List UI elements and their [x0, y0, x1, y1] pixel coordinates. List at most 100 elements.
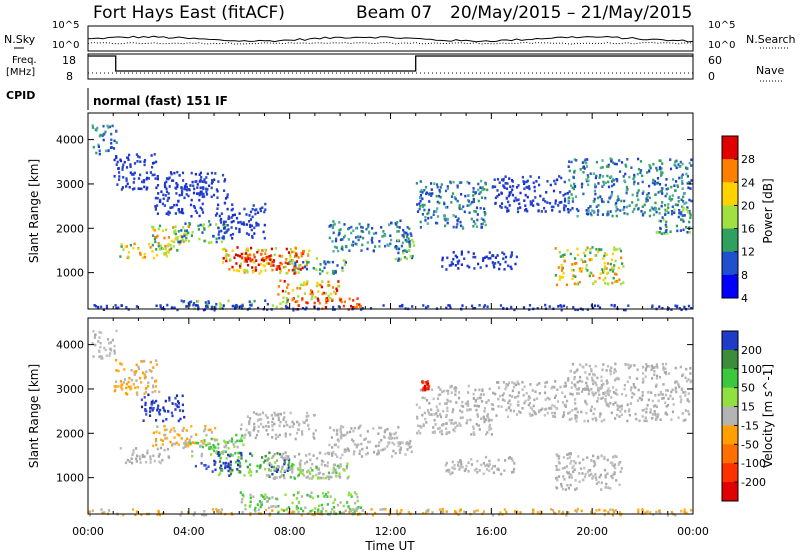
power-cell-3-20 [139, 251, 142, 255]
power-cell-14-66 [332, 250, 335, 253]
power-cell-2-0 [194, 209, 197, 213]
power-cell-8-48 [251, 266, 254, 269]
velocity-cell-4-21 [187, 440, 191, 444]
velocity-cell-18-190 [605, 401, 608, 404]
velocity-cell-7-48 [237, 470, 240, 474]
power-cell-10-37 [337, 280, 340, 283]
velocity-cell-18-44 [665, 413, 669, 416]
velocity-cell-18-153 [629, 365, 632, 369]
power-cell-19-8 [572, 268, 575, 272]
velocity-cell-8-41 [245, 428, 248, 432]
power-cell-1-70 [122, 176, 125, 179]
velocity-cell-9-7 [305, 476, 308, 479]
velocity-cell-13-108 [389, 437, 392, 440]
power-cell-12-24 [250, 304, 253, 307]
power-cell-14-1 [370, 238, 373, 242]
power-cell-3-24 [129, 243, 132, 247]
power-cell-20-22 [615, 209, 618, 213]
velocity-cell-11-17 [292, 493, 295, 497]
power-cell-2-8 [201, 195, 204, 199]
power-cell-12-40 [193, 302, 196, 305]
power-cell-18-73 [515, 198, 518, 202]
velocity-cbar-swatch-8 [722, 482, 738, 502]
power-cell-9-14 [332, 269, 335, 273]
velocity-cell-5-42 [217, 446, 220, 450]
power-cell-16-102 [427, 216, 430, 220]
power-cell-22-120 [120, 304, 123, 307]
velocity-cell-18-297 [661, 397, 664, 400]
velocity-cell-12-114 [646, 510, 649, 513]
velocity-cell-18-305 [662, 396, 665, 400]
velocity-cell-12-21 [565, 513, 568, 517]
velocity-cell-3-14 [132, 451, 135, 455]
power-cell-9-20 [341, 266, 344, 270]
velocity-cell-7-24 [264, 454, 267, 458]
velocity-cell-14-117 [415, 403, 418, 406]
power-cell-6-29 [262, 230, 265, 234]
velocity-cell-13-31 [366, 451, 369, 455]
power-cell-19-101 [591, 246, 594, 249]
velocity-cell-9-62 [287, 455, 290, 458]
power-cell-7-92 [239, 264, 242, 268]
power-cell-7-42 [279, 271, 282, 274]
velocity-cell-18-276 [685, 380, 689, 383]
velocity-cell-0-29 [92, 355, 95, 358]
velocity-cell-7-49 [243, 474, 246, 477]
power-cell-16-87 [472, 224, 475, 228]
velocity-cell-14-135 [454, 389, 457, 393]
power-cell-16-12 [460, 193, 463, 196]
power-cell-8-7 [253, 255, 256, 259]
velocity-cell-8-23 [283, 416, 286, 419]
velocity-cell-1-45 [149, 360, 152, 364]
power-cell-6-4 [261, 206, 264, 209]
velocity-cell-17-97 [563, 466, 566, 469]
velocity-cell-18-176 [644, 368, 647, 372]
power-cell-20-308 [625, 189, 628, 192]
time-tick-label-6: 00:00 [677, 525, 709, 538]
power-cell-4-13 [152, 234, 155, 237]
power-cell-1-13 [125, 177, 128, 180]
power-cell-16-66 [439, 196, 442, 199]
power-cell-18-78 [491, 185, 495, 188]
power-cell-16-108 [419, 196, 422, 199]
power-cell-7-25 [289, 253, 292, 257]
velocity-cell-9-36 [333, 470, 336, 474]
power-cell-5-51 [184, 229, 187, 233]
velocity-cell-18-134 [671, 397, 674, 401]
power-cell-6-87 [255, 221, 258, 225]
power-cell-2-67 [175, 192, 178, 195]
velocity-cell-13-58 [410, 450, 413, 454]
power-cell-20-51 [608, 176, 612, 179]
power-cell-10-60 [327, 294, 330, 298]
velocity-cell-12-184 [244, 507, 247, 511]
velocity-cell-18-232 [647, 390, 650, 394]
velocity-cell-13-117 [343, 450, 346, 454]
velocity-cell-17-94 [556, 478, 559, 482]
velocity-cell-14-16 [421, 413, 424, 417]
velocity-cell-11-7 [270, 505, 273, 508]
velocity-cell-8-77 [295, 431, 299, 435]
velocity-cell-14-7 [485, 401, 488, 404]
power-cell-16-0 [439, 186, 442, 189]
velocity-cell-17-87 [582, 458, 585, 461]
velocity-cell-18-72 [604, 399, 607, 403]
velocity-cell-12-14 [187, 511, 190, 514]
power-cell-20-124 [575, 207, 579, 211]
power-cell-7-72 [285, 247, 288, 251]
power-cell-8-32 [246, 254, 250, 257]
velocity-cell-18-343 [607, 387, 610, 390]
velocity-cell-2-0 [165, 418, 168, 421]
power-cell-6-14 [252, 204, 255, 207]
velocity-cell-7-76 [235, 460, 238, 464]
power-cell-9-44 [297, 267, 300, 271]
power-cell-13-63 [185, 182, 188, 186]
velocity-cell-11-32 [256, 503, 259, 506]
velocity-cell-16-55 [521, 381, 524, 384]
velocity-cell-4-22 [187, 444, 190, 448]
power-cell-16-107 [460, 207, 463, 211]
velocity-cell-17-38 [567, 486, 570, 490]
power-cell-12-28 [264, 299, 267, 302]
velocity-cell-12-129 [280, 508, 283, 512]
noise-tick-top-right: 10^5 [708, 20, 735, 31]
velocity-cell-18-90 [574, 398, 577, 401]
